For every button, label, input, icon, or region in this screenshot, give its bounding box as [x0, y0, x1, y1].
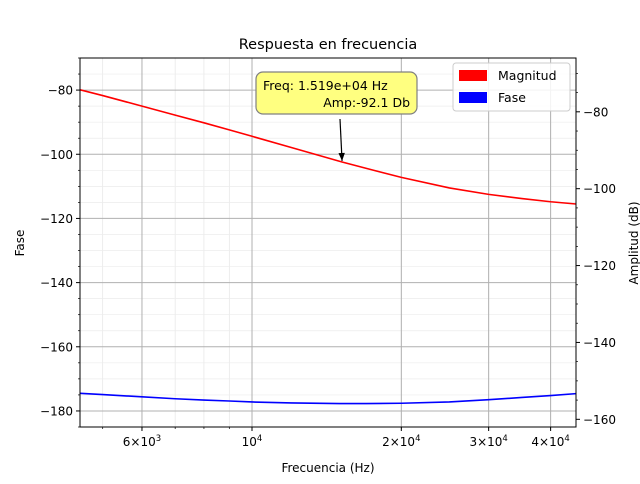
y-left-tick-label: −180	[40, 404, 73, 418]
x-tick-label: 3×104	[469, 434, 507, 449]
y-left-tick-label: −160	[40, 340, 73, 354]
y-right-tick-label: −160	[583, 413, 616, 427]
y-right-tick-label: −80	[583, 105, 608, 119]
series-line-magnitud	[80, 88, 576, 205]
annotation-arrowhead	[338, 152, 345, 161]
right-axis-label: Amplitud (dB)	[627, 201, 640, 284]
plot-frame	[79, 57, 577, 428]
x-tick-label: 104	[242, 434, 263, 449]
series-line-fase	[80, 392, 576, 405]
legend-swatch-magnitud	[459, 70, 487, 81]
x-tick-label: 2×104	[382, 434, 420, 449]
x-axis-label: Frecuencia (Hz)	[281, 461, 374, 475]
annotation-line-2: Amp:-92.1 Db	[323, 95, 410, 110]
annotation: Freq: 1.519e+04 Hz Amp:-92.1 Db	[255, 71, 418, 161]
legend-label-fase: Fase	[498, 90, 526, 105]
annotation-line-1: Freq: 1.519e+04 Hz	[263, 78, 388, 93]
legend-swatch-fase	[459, 92, 487, 103]
x-tick-label: 4×104	[531, 434, 569, 449]
chart-title: Respuesta en frecuencia	[239, 37, 418, 53]
y-left-tick-label: −140	[40, 276, 73, 290]
legend-label-magnitud: Magnitud	[498, 68, 557, 83]
x-tick-label: 6×103	[123, 434, 161, 449]
ticks: 6×103 104 2×104 3×104 4×104 −80 −100 −120 −140 −1…	[40, 57, 616, 449]
y-left-tick-label: −100	[40, 148, 73, 162]
y-right-tick-label: −140	[583, 336, 616, 350]
y-right-tick-label: −120	[583, 259, 616, 273]
annotation-box	[255, 71, 418, 115]
legend: Magnitud Fase	[452, 62, 571, 112]
y-right-tick-label: −100	[583, 182, 616, 196]
series-layer	[80, 88, 576, 405]
y-left-tick-label: −120	[40, 212, 73, 226]
left-axis-label: Fase	[13, 230, 27, 257]
y-left-tick-label: −80	[48, 84, 73, 98]
